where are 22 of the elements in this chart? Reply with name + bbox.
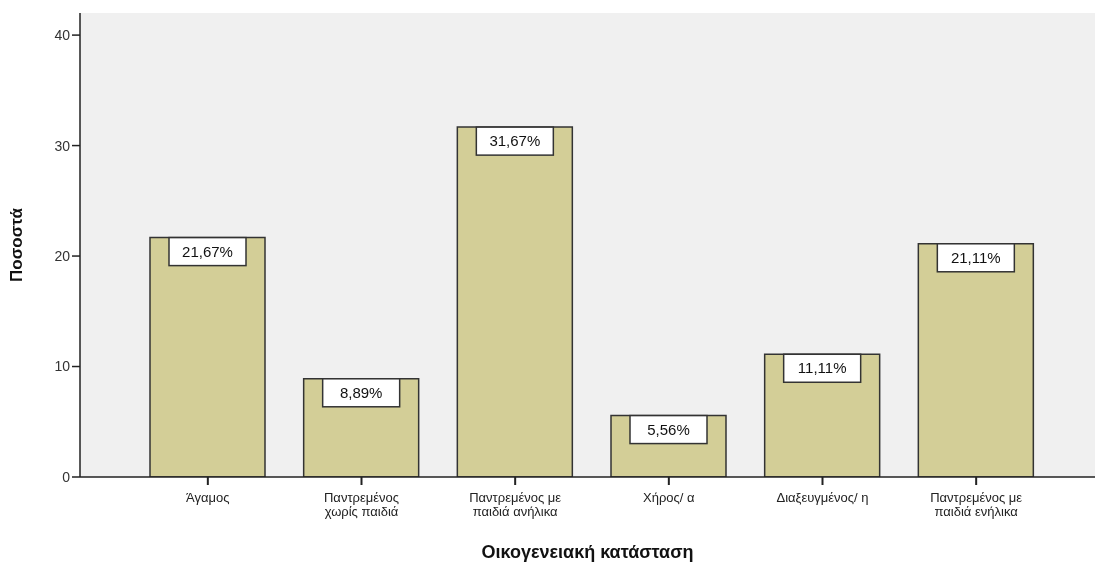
bar bbox=[917, 243, 1035, 477]
y-tick-label: 40 bbox=[54, 27, 71, 44]
bar bbox=[149, 236, 266, 477]
y-tick-label: 20 bbox=[54, 248, 71, 265]
data-label: 21,11% bbox=[950, 248, 1001, 266]
y-tick-label: 10 bbox=[54, 358, 71, 375]
data-label: 8,89% bbox=[339, 383, 383, 401]
x-tick-label: Χήρος/ α bbox=[643, 490, 696, 505]
data-label: 5,56% bbox=[647, 420, 690, 438]
y-tick-label: 30 bbox=[54, 137, 71, 154]
x-tick-label: Διαξευγμένος/ η bbox=[776, 490, 869, 505]
x-tick-label: Παντρεμένος χωρίς παιδιά bbox=[323, 490, 400, 519]
x-tick-label: Άγαμος bbox=[186, 490, 230, 505]
data-label: 21,67% bbox=[182, 242, 233, 260]
bar bbox=[456, 126, 574, 477]
x-tick-label: Παντρεμένος με παιδιά ανήλικα bbox=[469, 490, 562, 519]
x-axis-title: Οικογενειακή κατάσταση bbox=[481, 542, 694, 562]
y-axis-title: Ποσοστά bbox=[7, 207, 27, 282]
data-label: 31,67% bbox=[489, 132, 541, 150]
data-label: 11,11% bbox=[797, 359, 847, 377]
x-tick-label: Παντρεμένος με παιδιά ενήλικα bbox=[930, 490, 1023, 519]
y-tick-label: 0 bbox=[62, 468, 71, 485]
